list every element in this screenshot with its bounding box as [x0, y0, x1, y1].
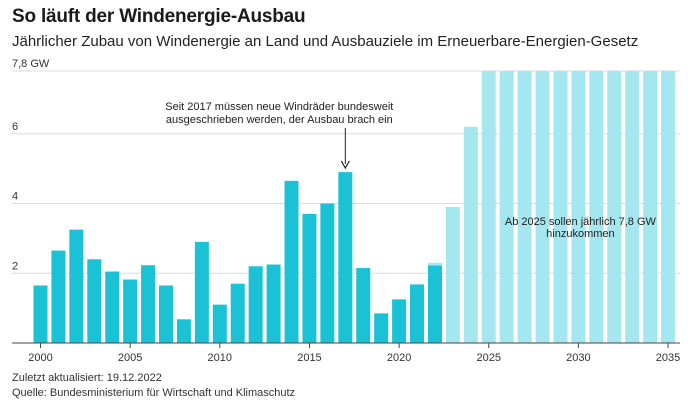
- target-bar-2034: [643, 71, 658, 343]
- annotation-line: Seit 2017 müssen neue Windräder bundeswe…: [165, 101, 393, 113]
- x-tick-label: 2020: [387, 352, 411, 364]
- bar-2018: [356, 268, 371, 343]
- bar-2006: [141, 265, 156, 343]
- target-bar-2033: [625, 71, 640, 343]
- annotation-arrow-head: [340, 160, 350, 170]
- y-tick-label: 2: [12, 260, 18, 272]
- last-updated-note: Zuletzt aktualisiert: 19.12.2022: [12, 372, 162, 384]
- x-tick-label: 2000: [28, 352, 52, 364]
- annotation-line: ausgeschrieben werden, der Ausbau brach …: [166, 114, 393, 126]
- bar-2007: [159, 285, 174, 343]
- target-bar-2030: [571, 71, 586, 343]
- bar-2009: [194, 241, 209, 343]
- bar-2011: [230, 283, 245, 343]
- target-bar-2026: [499, 71, 514, 343]
- annotation-line: hinzukommen: [546, 228, 614, 240]
- target-bar-2032: [607, 71, 622, 343]
- target-bar-2024: [463, 126, 478, 344]
- chart-subtitle: Jährlicher Zubau von Windenergie an Land…: [12, 33, 639, 50]
- x-tick-label: 2005: [118, 352, 142, 364]
- annotation-ausschreibung: Seit 2017 müssen neue Windräder bundeswe…: [165, 101, 393, 126]
- bar-2013: [266, 264, 281, 343]
- bar-2020: [392, 299, 407, 343]
- bar-2016: [320, 203, 335, 343]
- x-tick-label: 2010: [208, 352, 232, 364]
- bar-2017: [338, 172, 353, 343]
- target-bar-2035: [661, 71, 676, 343]
- bar-2000: [33, 285, 48, 343]
- annotation-target-2025: Ab 2025 sollen jährlich 7,8 GW hinzukomme…: [505, 216, 657, 240]
- source-note: Quelle: Bundesministerium für Wirtschaft…: [12, 387, 296, 399]
- bar-2014: [284, 180, 299, 343]
- bar-2004: [105, 271, 120, 343]
- bar-2005: [123, 279, 138, 343]
- x-tick-label: 2035: [656, 352, 680, 364]
- bar-2012: [248, 266, 263, 343]
- bar-2021: [410, 284, 425, 343]
- target-bar-2031: [589, 71, 604, 343]
- bar-2003: [87, 259, 102, 343]
- y-tick-label: 6: [12, 121, 18, 133]
- bar-2008: [176, 319, 191, 343]
- bar-2022: [427, 265, 442, 343]
- bar-2002: [69, 229, 84, 343]
- x-tick-label: 2015: [297, 352, 321, 364]
- annotation-line: Ab 2025 sollen jährlich 7,8 GW: [505, 216, 657, 228]
- target-bar-2025: [481, 71, 496, 343]
- bar-2001: [51, 250, 66, 343]
- y-tick-label: 4: [12, 191, 18, 203]
- y-tick-label: 7,8 GW: [12, 58, 50, 70]
- target-bar-2028: [535, 71, 550, 343]
- bar-2019: [374, 313, 389, 343]
- x-tick-label: 2030: [566, 352, 590, 364]
- chart-title: So läuft der Windenergie-Ausbau: [12, 6, 306, 27]
- bar-2010: [212, 304, 227, 343]
- target-bar-2029: [553, 71, 568, 343]
- x-tick-label: 2025: [477, 352, 501, 364]
- target-bar-2023: [445, 207, 460, 343]
- bar-2015: [302, 213, 317, 343]
- target-bar-2027: [517, 71, 532, 343]
